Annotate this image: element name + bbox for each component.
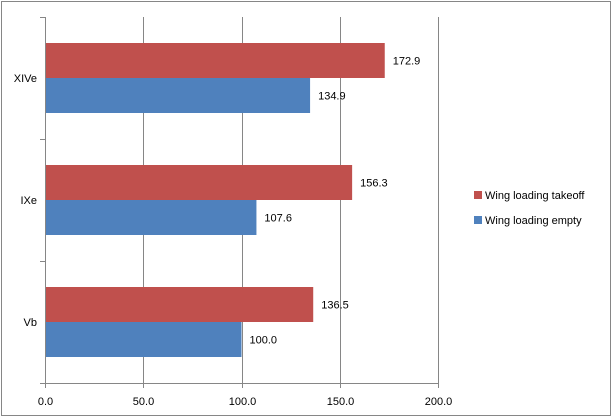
x-tick-label: 200.0	[425, 396, 453, 408]
y-category-label: IXe	[20, 195, 37, 207]
bars	[46, 43, 385, 357]
y-category-label: XIVe	[14, 73, 37, 85]
data-label: 156.3	[360, 178, 388, 190]
axes: 0.0 50.0 100.0 150.0 200.0 XIVe IXe Vb	[14, 17, 453, 408]
legend-label: Wing loading takeoff	[485, 190, 585, 202]
bar	[46, 200, 257, 235]
legend: Wing loading takeoff Wing loading empty	[474, 190, 585, 227]
bar	[46, 78, 311, 113]
bar	[46, 322, 242, 357]
data-label: 172.9	[393, 56, 421, 68]
x-tick-label: 0.0	[38, 396, 53, 408]
data-label: 134.9	[318, 91, 346, 103]
bar	[46, 43, 385, 78]
x-tick-label: 50.0	[133, 396, 154, 408]
legend-label: Wing loading empty	[485, 215, 582, 227]
x-tick-label: 100.0	[229, 396, 257, 408]
bar	[46, 287, 314, 322]
data-label: 107.6	[264, 213, 292, 225]
data-label: 136.5	[321, 300, 349, 312]
y-category-label: Vb	[24, 317, 37, 329]
bar	[46, 165, 353, 200]
data-labels: 172.9 134.9 156.3 107.6 136.5 100.0	[250, 56, 421, 347]
x-tick-label: 150.0	[327, 396, 355, 408]
legend-swatch	[474, 191, 482, 199]
legend-swatch	[474, 216, 482, 224]
data-label: 100.0	[250, 335, 278, 347]
